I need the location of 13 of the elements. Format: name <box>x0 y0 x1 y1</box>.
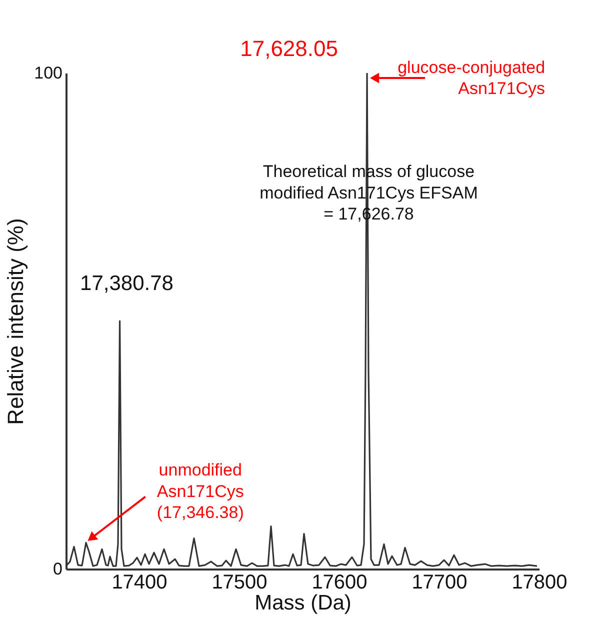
x-tick-label: 17400 <box>112 572 168 594</box>
x-tick-label: 17500 <box>212 572 268 594</box>
x-tick-label: 17800 <box>512 572 568 594</box>
x-axis-title: Mass (Da) <box>254 592 352 614</box>
x-tick-label: 17600 <box>312 572 368 594</box>
y-tick-label: 0 <box>53 560 62 578</box>
y-axis-title: Relative intensity (%) <box>3 218 28 425</box>
y-tick-label: 100 <box>34 64 62 82</box>
annotation: 17,628.05 <box>240 36 338 61</box>
annotation: 17,380.78 <box>80 272 174 295</box>
x-tick-label: 17700 <box>412 572 468 594</box>
annotation: unmodified Asn171Cys (17,346.38) <box>156 460 244 522</box>
annotation: glucose-conjugated Asn171Cys <box>398 58 546 98</box>
